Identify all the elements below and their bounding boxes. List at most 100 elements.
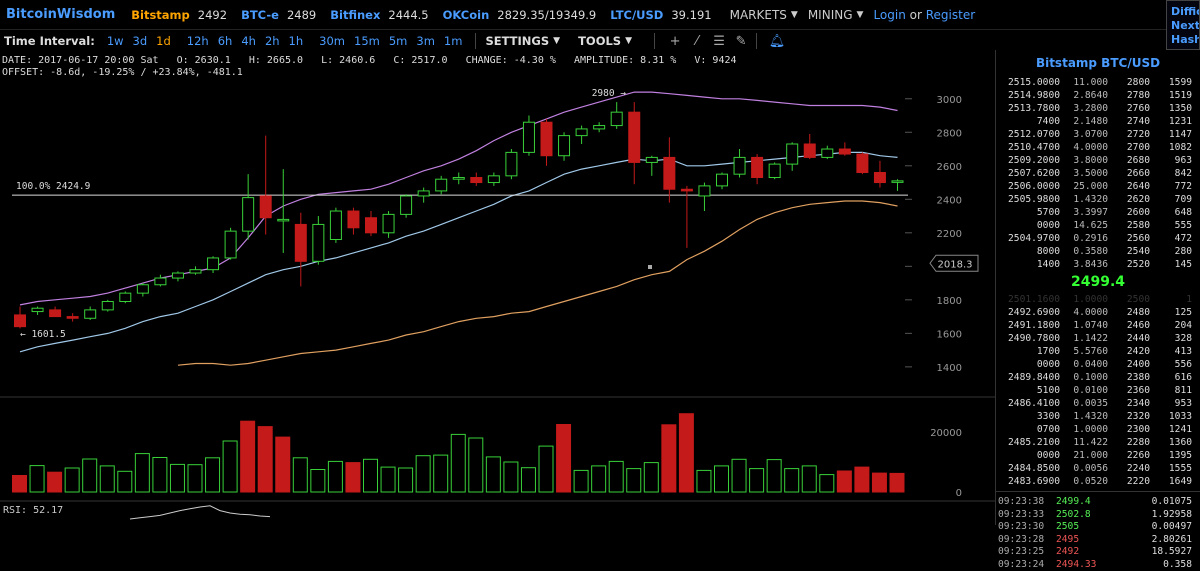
order-cell: 1350 [1150, 102, 1192, 115]
trade-qty: 1.92958 [1112, 509, 1192, 522]
volume-bar [486, 457, 500, 492]
order-cell: 3.5000 [1060, 167, 1108, 180]
order-cell: 2640 [1108, 180, 1150, 193]
interval-30m[interactable]: 30m [319, 34, 345, 48]
trade-price: 2499.4 [1056, 496, 1112, 509]
order-cell: 1 [1150, 293, 1192, 306]
order-cell: 1395 [1150, 449, 1192, 462]
candle-body [137, 285, 148, 293]
order-cell: 2660 [1108, 167, 1150, 180]
volume-bar [65, 468, 79, 492]
hash-rate-label: Hash R [1171, 33, 1199, 47]
interval-1w[interactable]: 1w [107, 34, 124, 48]
price-tick-label: 2400 [937, 195, 962, 206]
mining-menu[interactable]: MINING▼ [808, 8, 864, 22]
order-cell: 2486.4100 [996, 397, 1060, 410]
order-cell: 1.1422 [1060, 332, 1108, 345]
order-cell: 0000 [996, 449, 1060, 462]
order-cell: 2380 [1108, 371, 1150, 384]
tools-button[interactable]: TOOLS▼ [578, 34, 632, 48]
volume-bar [381, 467, 395, 492]
interval-5m[interactable]: 5m [389, 34, 408, 48]
interval-15m[interactable]: 15m [354, 34, 380, 48]
order-cell: 1.4320 [1060, 410, 1108, 423]
price-tick-label: 2800 [937, 128, 962, 139]
bollinger-upper-line [20, 92, 898, 305]
interval-3d[interactable]: 3d [133, 34, 148, 48]
trade-price: 2502.8 [1056, 509, 1112, 522]
order-cell: 2420 [1108, 345, 1150, 358]
volume-bar [750, 469, 764, 492]
interval-3m[interactable]: 3m [416, 34, 435, 48]
volume-tick-label: 0 [956, 488, 962, 499]
login-link[interactable]: Login [873, 8, 905, 22]
volume-bar [451, 434, 465, 492]
candle-body [541, 122, 552, 156]
order-cell: 556 [1150, 358, 1192, 371]
order-cell: 811 [1150, 384, 1192, 397]
order-cell: 2483.6900 [996, 475, 1060, 488]
interval-1d[interactable]: 1d [156, 34, 171, 48]
high-annotation: 2980 → [592, 88, 627, 99]
candle-body [804, 144, 815, 157]
price-tick-label: 1400 [937, 363, 962, 374]
alarm-icon[interactable]: 🔔︎ [766, 34, 788, 49]
candle-body [155, 278, 166, 285]
interval-1h[interactable]: 1h [289, 34, 304, 48]
volume-bar [399, 468, 413, 492]
ruler-icon[interactable]: ✎ [730, 34, 752, 49]
interval-6h[interactable]: 6h [218, 34, 233, 48]
candle-body [15, 315, 26, 327]
trade-qty: 0.358 [1112, 559, 1192, 571]
interval-12h[interactable]: 12h [187, 34, 209, 48]
order-cell: 472 [1150, 232, 1192, 245]
volume-bar [416, 456, 430, 492]
site-logo[interactable]: BitcoinWisdom [6, 7, 115, 22]
volume-bar [469, 438, 483, 492]
candle-body [366, 218, 377, 233]
order-cell: 2400 [1108, 358, 1150, 371]
register-link[interactable]: Register [926, 8, 975, 22]
candle-body [330, 211, 341, 239]
volume-bar [504, 462, 518, 492]
candle-body [857, 154, 868, 172]
order-cell: 11.000 [1060, 76, 1108, 89]
trade-time: 09:23:38 [996, 496, 1056, 509]
menu-icon[interactable]: ☰ [708, 34, 730, 49]
market-price: 2444.5 [388, 8, 428, 22]
order-cell: 616 [1150, 371, 1192, 384]
candle-body [488, 176, 499, 183]
interval-2h[interactable]: 2h [265, 34, 280, 48]
interval-4h[interactable]: 4h [241, 34, 256, 48]
order-cell: 14.625 [1060, 219, 1108, 232]
order-cell: 21.000 [1060, 449, 1108, 462]
settings-button[interactable]: SETTINGS▼ [485, 34, 560, 48]
volume-bar [241, 421, 255, 492]
order-cell: 1649 [1150, 475, 1192, 488]
trade-time: 09:23:28 [996, 534, 1056, 547]
interval-1m[interactable]: 1m [444, 34, 463, 48]
order-cell: 2504.9700 [996, 232, 1060, 245]
order-cell: 1400 [996, 258, 1060, 271]
price-chart[interactable]: 1400160018002000220024002600280030000200… [0, 52, 995, 525]
crosshair-icon[interactable]: + [664, 34, 686, 49]
time-interval-label: Time Interval: [4, 34, 95, 48]
candle-body [874, 172, 885, 182]
info-line-ohlc: DATE: 2017-06-17 20:00 Sat O: 2630.1 H: … [2, 55, 737, 67]
markets-menu[interactable]: MARKETS▼ [730, 8, 798, 22]
line-icon[interactable]: ⁄ [686, 34, 708, 49]
